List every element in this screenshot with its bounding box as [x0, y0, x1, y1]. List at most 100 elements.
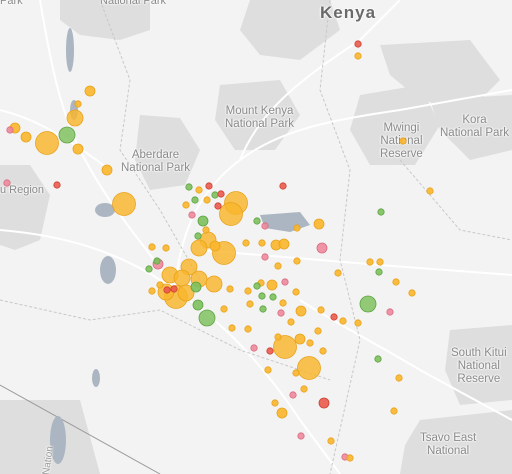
map-marker-red[interactable] — [354, 40, 362, 48]
map-marker-green[interactable] — [359, 295, 377, 313]
map-marker-orange[interactable] — [392, 278, 400, 286]
map-marker-orange[interactable] — [306, 339, 314, 347]
map-marker-orange[interactable] — [390, 407, 398, 415]
map-marker-red[interactable] — [279, 182, 287, 190]
map-marker-orange[interactable] — [339, 317, 347, 325]
map-marker-orange[interactable] — [297, 356, 321, 380]
map-marker-orange[interactable] — [35, 131, 59, 155]
map-marker-pink[interactable] — [3, 179, 11, 187]
map-marker-orange[interactable] — [300, 385, 308, 393]
map-marker-orange[interactable] — [205, 275, 223, 293]
map-marker-green[interactable] — [185, 183, 193, 191]
map-marker-green[interactable] — [253, 282, 261, 290]
map-marker-orange[interactable] — [294, 333, 306, 345]
map-marker-green[interactable] — [374, 355, 382, 363]
map-marker-orange[interactable] — [426, 187, 434, 195]
map-marker-pink[interactable] — [386, 308, 394, 316]
map-marker-green[interactable] — [269, 293, 277, 301]
map-marker-orange[interactable] — [177, 284, 195, 302]
map-marker-green[interactable] — [377, 208, 385, 216]
map-marker-orange[interactable] — [112, 192, 136, 216]
map-marker-orange[interactable] — [278, 238, 290, 250]
map-marker-red[interactable] — [318, 397, 330, 409]
map-marker-orange[interactable] — [182, 201, 190, 209]
map-marker-orange[interactable] — [327, 437, 335, 445]
map-marker-green[interactable] — [194, 232, 202, 240]
map-marker-orange[interactable] — [287, 318, 295, 326]
map-marker-orange[interactable] — [293, 224, 301, 232]
map-marker-orange[interactable] — [228, 324, 236, 332]
map-marker-red[interactable] — [205, 182, 213, 190]
map-marker-orange[interactable] — [162, 244, 170, 252]
map-marker-orange[interactable] — [246, 300, 254, 308]
map-marker-orange[interactable] — [266, 279, 278, 291]
map-marker-green[interactable] — [145, 265, 153, 273]
map-marker-orange[interactable] — [274, 262, 282, 270]
map-marker-orange[interactable] — [220, 305, 228, 313]
map-marker-red[interactable] — [53, 181, 61, 189]
map-marker-orange[interactable] — [317, 306, 325, 314]
map-marker-orange[interactable] — [101, 164, 113, 176]
map-marker-orange[interactable] — [244, 287, 252, 295]
map-marker-green[interactable] — [375, 268, 383, 276]
map-marker-red[interactable] — [330, 313, 338, 321]
map-marker-green[interactable] — [192, 299, 204, 311]
map-marker-orange[interactable] — [264, 366, 272, 374]
map-marker-pink[interactable] — [250, 344, 258, 352]
map-marker-orange[interactable] — [156, 281, 164, 289]
map-marker-orange[interactable] — [274, 333, 282, 341]
map-marker-red[interactable] — [217, 190, 225, 198]
map-marker-orange[interactable] — [395, 374, 403, 382]
map-marker-pink[interactable] — [277, 309, 285, 317]
map-marker-pink[interactable] — [261, 253, 269, 261]
map-marker-green[interactable] — [190, 281, 202, 293]
map-marker-orange[interactable] — [276, 407, 288, 419]
map-marker-green[interactable] — [258, 292, 266, 300]
map-marker-red[interactable] — [266, 347, 274, 355]
map-marker-orange[interactable] — [244, 325, 252, 333]
map-marker-pink[interactable] — [297, 432, 305, 440]
map-marker-green[interactable] — [153, 257, 161, 265]
map-marker-green[interactable] — [198, 309, 216, 327]
map-marker-orange[interactable] — [209, 240, 221, 252]
map-marker-green[interactable] — [191, 196, 199, 204]
map-marker-orange[interactable] — [319, 347, 327, 355]
map-marker-orange[interactable] — [20, 131, 32, 143]
map-marker-orange[interactable] — [279, 299, 287, 307]
map-marker-orange[interactable] — [376, 258, 384, 266]
map-marker-orange[interactable] — [313, 218, 325, 230]
map-marker-green[interactable] — [197, 215, 209, 227]
map-marker-orange[interactable] — [219, 202, 243, 226]
map-marker-orange[interactable] — [292, 369, 300, 377]
map-marker-red[interactable] — [170, 285, 178, 293]
map-marker-red[interactable] — [214, 202, 222, 210]
map-marker-orange[interactable] — [173, 269, 191, 287]
map-marker-pink[interactable] — [316, 242, 328, 254]
map-marker-orange[interactable] — [190, 239, 208, 257]
map-marker-orange[interactable] — [203, 196, 211, 204]
map-marker-green[interactable] — [253, 217, 261, 225]
map-marker-orange[interactable] — [258, 239, 266, 247]
map-marker-pink[interactable] — [289, 391, 297, 399]
map-marker-pink[interactable] — [281, 278, 289, 286]
map-marker-orange[interactable] — [72, 143, 84, 155]
map-marker-orange[interactable] — [66, 109, 84, 127]
map-marker-orange[interactable] — [366, 258, 374, 266]
map-marker-orange[interactable] — [399, 137, 407, 145]
map-marker-green[interactable] — [58, 126, 76, 144]
map-marker-orange[interactable] — [354, 319, 362, 327]
map-marker-orange[interactable] — [271, 399, 279, 407]
map-marker-orange[interactable] — [295, 305, 307, 317]
map-marker-orange[interactable] — [334, 269, 342, 277]
map-marker-orange[interactable] — [148, 287, 156, 295]
map-marker-orange[interactable] — [84, 85, 96, 97]
map-marker-orange[interactable] — [195, 186, 203, 194]
map-marker-orange[interactable] — [202, 226, 210, 234]
map-marker-green[interactable] — [259, 305, 267, 313]
map-marker-orange[interactable] — [408, 289, 416, 297]
map-marker-pink[interactable] — [6, 126, 14, 134]
map-marker-orange[interactable] — [226, 285, 234, 293]
map-marker-orange[interactable] — [292, 288, 300, 296]
map-marker-orange[interactable] — [293, 257, 301, 265]
